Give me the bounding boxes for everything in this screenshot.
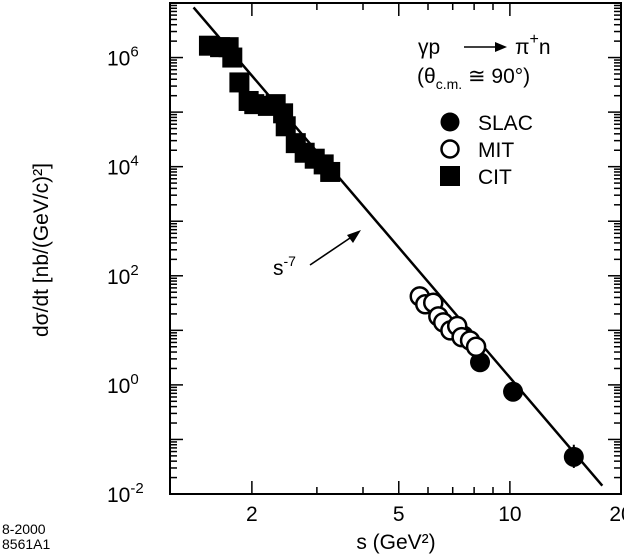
svg-text:π+n: π+n [515, 31, 551, 59]
y-tick-label: 100 [107, 371, 139, 398]
reaction-condition: (θc.m. ≅ 90°) [417, 65, 530, 92]
reaction-label: γp π+n [418, 31, 551, 59]
fit-label: s-7 [273, 253, 296, 280]
figure-id-date: 8-2000 [2, 521, 46, 537]
legend-label-mit: MIT [478, 139, 514, 162]
data-point-cit [320, 161, 341, 182]
legend: SLAC MIT CIT [440, 112, 533, 189]
axis-ticks [170, 3, 622, 495]
y-axis-title: dσ/dt [nb/(GeV/c)²] [30, 163, 53, 337]
svg-text:γp: γp [418, 36, 440, 59]
y-tick-label: 104 [107, 153, 139, 180]
y-tick-labels: 10-2 100 102 104 106 [107, 44, 144, 507]
x-tick-label: 5 [393, 503, 405, 526]
x-tick-label: 20 [609, 503, 624, 526]
data-point-mit [465, 336, 487, 358]
x-tick-label: 2 [246, 503, 258, 526]
y-tick-label: 10-2 [107, 480, 144, 507]
figure-id-code: 8561A1 [2, 536, 51, 552]
fit-line-s-minus-7 [192, 6, 604, 487]
data-point-cit [275, 116, 296, 137]
x-tick-labels: 2 5 10 20 [246, 503, 624, 526]
svg-text:dσ/dt [nb/(GeV/c)²]: dσ/dt [nb/(GeV/c)²] [30, 163, 53, 337]
data-point-slac [503, 381, 524, 402]
data-point-slac [470, 352, 491, 373]
y-tick-label: 102 [107, 262, 139, 289]
fit-annotation-arrow [309, 230, 361, 266]
x-axis-title: s (GeV²) [356, 531, 435, 554]
legend-label-cit: CIT [478, 166, 512, 189]
x-tick-label: 10 [498, 503, 521, 526]
y-tick-label: 106 [107, 44, 139, 71]
data-point-cit [222, 47, 243, 68]
legend-marker-slac [440, 112, 460, 132]
legend-label-slac: SLAC [478, 112, 533, 135]
data-point-cit [229, 72, 250, 93]
data-markers [198, 35, 584, 468]
legend-marker-cit [440, 166, 460, 186]
data-point-slac [563, 446, 584, 467]
legend-marker-mit [440, 139, 460, 159]
plot-frame [169, 2, 622, 495]
